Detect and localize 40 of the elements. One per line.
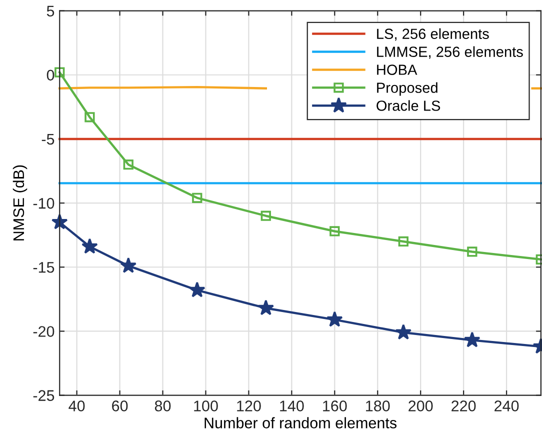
y-axis-title: NMSE (dB) bbox=[12, 165, 28, 240]
point bbox=[398, 236, 408, 247]
point bbox=[330, 226, 340, 236]
x-tick-label: 200 bbox=[408, 400, 433, 412]
x-tick-label: 240 bbox=[494, 400, 519, 412]
x-tick-label: 120 bbox=[237, 400, 261, 412]
y-tick-label: 0 bbox=[46, 70, 54, 81]
x-tick-label: 40 bbox=[68, 400, 85, 412]
point bbox=[258, 300, 274, 316]
y-tick-label: -10 bbox=[33, 198, 54, 209]
point bbox=[82, 238, 98, 254]
point bbox=[326, 311, 343, 327]
point bbox=[123, 160, 134, 170]
point bbox=[84, 112, 95, 122]
point bbox=[395, 324, 412, 340]
y-tick-label: -5 bbox=[42, 134, 54, 145]
point bbox=[120, 257, 137, 273]
y-tick-label: 5 bbox=[46, 6, 54, 16]
x-axis-title: Number of random elements bbox=[204, 417, 397, 428]
legend-label: HOBA bbox=[377, 64, 418, 75]
x-tick-label: 160 bbox=[323, 400, 347, 412]
point bbox=[467, 246, 478, 257]
x-tick-label: 60 bbox=[112, 400, 128, 412]
x-tick-label: 100 bbox=[194, 400, 218, 412]
x-tick-label: 180 bbox=[366, 400, 390, 412]
point bbox=[192, 192, 202, 203]
point bbox=[188, 282, 206, 298]
legend-label: LS, 256 elements bbox=[377, 28, 489, 41]
point bbox=[464, 332, 480, 348]
legend-label: Proposed bbox=[377, 82, 438, 96]
x-tick-label: 80 bbox=[154, 400, 171, 412]
legend-label: LMMSE, 256 elements bbox=[377, 46, 523, 59]
legend-label: Oracle LS bbox=[376, 100, 440, 111]
y-tick-label: -25 bbox=[33, 390, 54, 401]
point bbox=[54, 67, 65, 78]
y-tick-label: -15 bbox=[33, 262, 54, 273]
x-tick-label: 220 bbox=[452, 400, 476, 412]
point bbox=[260, 210, 271, 221]
y-tick-label: -20 bbox=[33, 326, 54, 337]
x-tick-label: 140 bbox=[280, 400, 304, 412]
